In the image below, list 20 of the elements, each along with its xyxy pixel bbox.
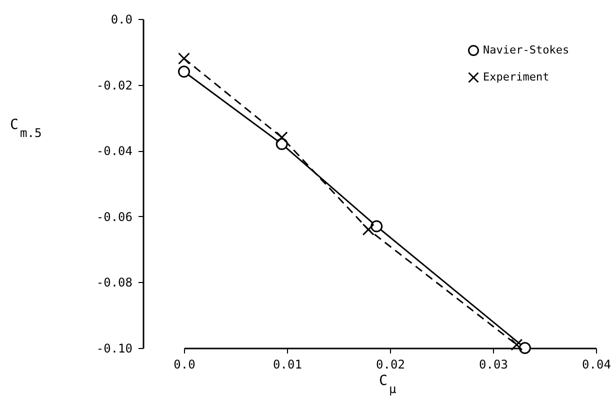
x-tick-label: 0.04 [582, 358, 611, 372]
point [370, 220, 383, 232]
x-tick-label: 0.02 [376, 358, 405, 372]
point [276, 131, 288, 144]
x-tick-label: 0.0 [174, 358, 196, 372]
y-tick-label: -0.06 [96, 210, 132, 224]
legend-label: Experiment [483, 70, 550, 84]
point [510, 338, 523, 351]
x-tick-label: 0.01 [273, 358, 302, 372]
point [178, 66, 190, 78]
y-tick-label: -0.10 [96, 342, 132, 356]
y-tick-label: 0.0 [110, 12, 132, 26]
x-tick-label: 0.03 [479, 358, 508, 372]
point [362, 224, 374, 236]
y-tick-label: -0.08 [96, 276, 132, 290]
y-tick-label: -0.02 [96, 78, 132, 92]
point [178, 52, 190, 64]
y-tick-label: -0.04 [96, 144, 132, 158]
legend-label: Navier-Stokes [483, 44, 570, 56]
point [518, 342, 531, 354]
